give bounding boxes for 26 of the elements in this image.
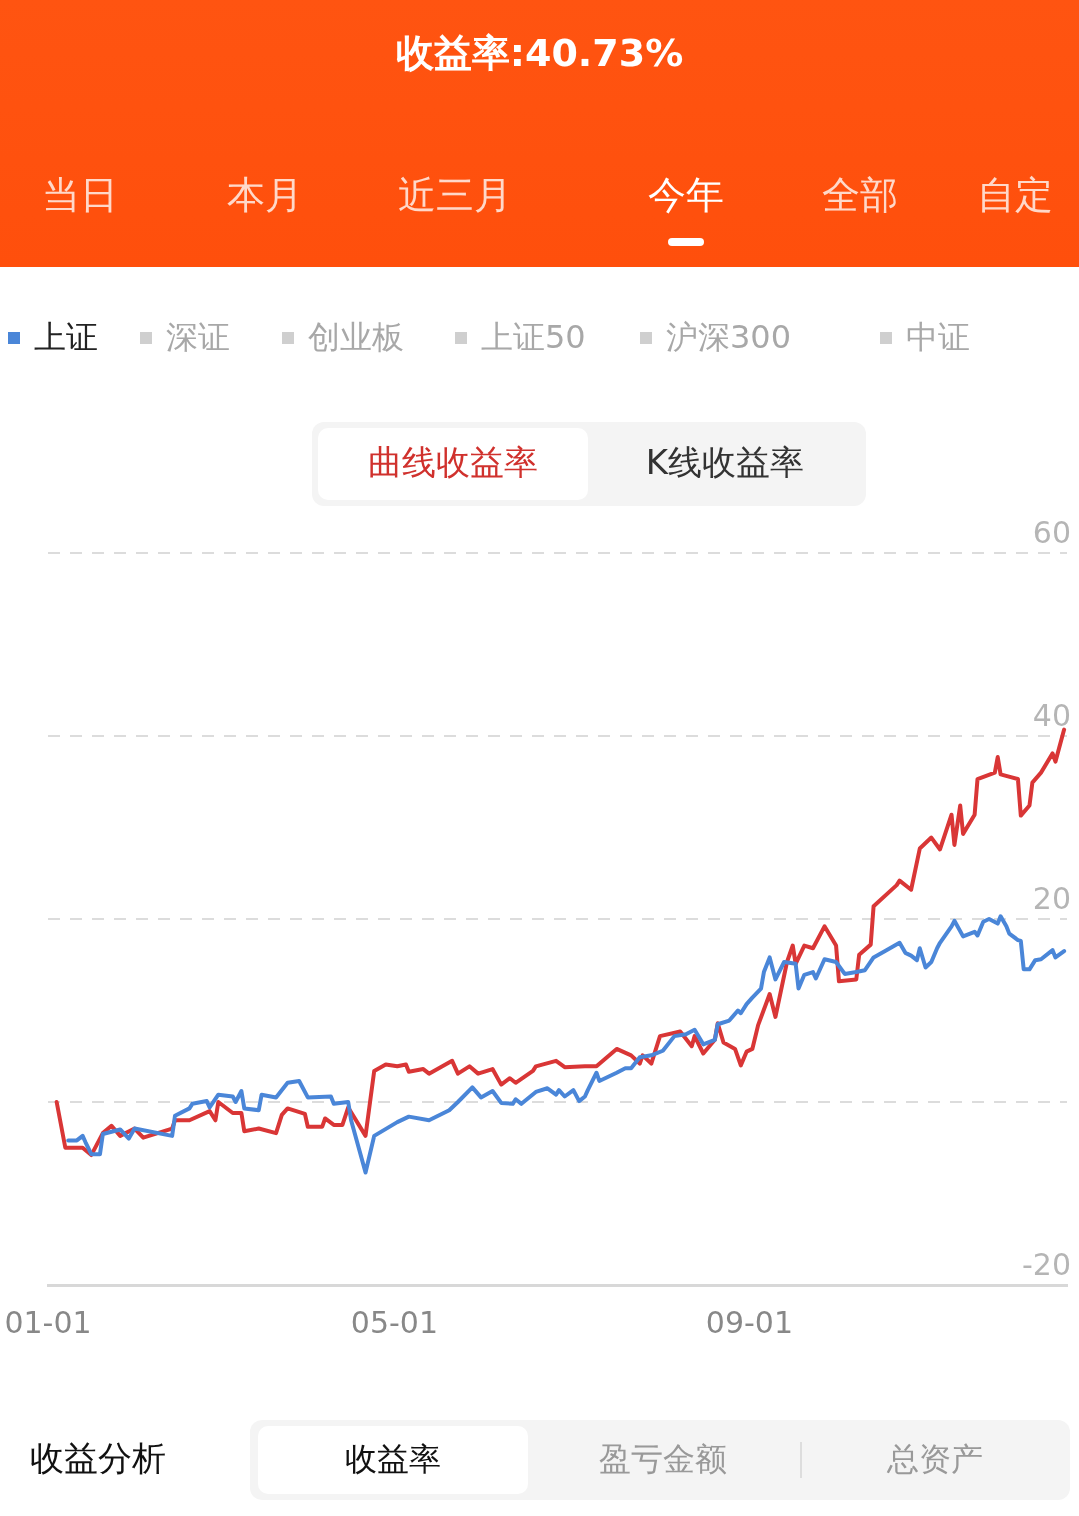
- text: 盈亏金额: [599, 1439, 727, 1480]
- text: 当日: [42, 172, 118, 219]
- y-tick-label: 40: [1032, 697, 1071, 733]
- text: 全部: [822, 172, 898, 219]
- text: 今年: [648, 172, 724, 219]
- text: 总资产: [887, 1439, 983, 1480]
- text: 本月: [227, 172, 303, 219]
- text: 中证: [906, 317, 970, 358]
- legend-label: 上证: [34, 317, 98, 358]
- text: 收益分析: [30, 1437, 166, 1480]
- text: 创业板: [308, 317, 404, 358]
- text: 曲线收益率: [368, 441, 538, 484]
- x-tick-label: 01-01: [4, 1304, 92, 1340]
- text: 深证: [166, 317, 230, 358]
- x-tick-label: 09-01: [705, 1304, 794, 1340]
- text: 近三月: [398, 172, 512, 219]
- x-tick-label: 05-01: [350, 1304, 438, 1340]
- text: 沪深300: [666, 317, 792, 358]
- y-tick-label: 20: [1032, 880, 1071, 916]
- text: 上证50: [481, 317, 586, 358]
- y-tick-label: 60: [1032, 514, 1071, 550]
- text: 收益率: [345, 1439, 441, 1480]
- text: 自定: [977, 172, 1053, 219]
- text: K线收益率: [645, 441, 805, 484]
- y-tick-label: -20: [1022, 1246, 1071, 1282]
- chart-title: 收益率:40.73%: [394, 30, 685, 77]
